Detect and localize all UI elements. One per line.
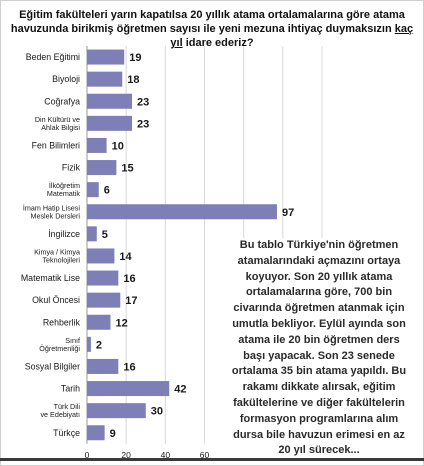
bar-value-label: 97 xyxy=(282,207,294,219)
category-label: Kimya / Kimya Teknolojileri xyxy=(34,247,80,264)
category-label: Rehberlik xyxy=(43,317,81,327)
bar xyxy=(87,204,277,220)
bar-value-label: 18 xyxy=(127,74,139,86)
title-text-part2: idare ederiz? xyxy=(182,37,254,49)
x-tick-label: 40 xyxy=(161,450,171,460)
bar xyxy=(87,425,105,441)
bar-value-label: 14 xyxy=(119,251,132,263)
category-label: Coğrafya xyxy=(44,96,80,106)
bar xyxy=(87,381,170,397)
bar-value-label: 16 xyxy=(123,361,135,373)
bar-value-label: 42 xyxy=(174,384,186,396)
title-emphasis: kaç yıl xyxy=(170,23,414,49)
category-label: Sosyal Bilgiler xyxy=(25,361,80,371)
bar-value-label: 19 xyxy=(129,52,141,64)
bar xyxy=(87,182,99,198)
category-label: İmam Hatip Lisesi Meslek Dersleri xyxy=(23,203,81,220)
bar xyxy=(87,71,123,87)
bar xyxy=(87,137,107,153)
title-text-part1: Eğitim fakülteleri yarın kapatılsa 20 yı… xyxy=(10,9,405,35)
x-tick-label: 60 xyxy=(200,450,210,460)
bar-value-label: 12 xyxy=(116,317,128,329)
bar-value-label: 10 xyxy=(112,140,124,152)
category-label: Fen Bilimleri xyxy=(32,140,80,150)
bar xyxy=(87,358,119,374)
bar xyxy=(87,314,111,330)
chart-title: Eğitim fakülteleri yarın kapatılsa 20 yı… xyxy=(6,8,418,50)
bar xyxy=(87,93,133,109)
bar-value-label: 9 xyxy=(110,428,116,440)
bar-value-label: 16 xyxy=(123,273,135,285)
category-label: Tarih xyxy=(61,384,80,394)
bar-value-label: 5 xyxy=(102,229,108,241)
x-tick-label: 20 xyxy=(121,450,131,460)
bar xyxy=(87,336,91,352)
bar xyxy=(87,292,121,308)
bar xyxy=(87,115,133,131)
category-label: İngilizce xyxy=(48,229,80,239)
bar-value-label: 30 xyxy=(151,406,163,418)
category-label: Biyoloji xyxy=(52,74,80,84)
category-label: Matematik Lise xyxy=(21,273,80,283)
bar-value-label: 2 xyxy=(96,339,102,351)
category-label: Sınıf Öğretmenliği xyxy=(39,336,80,353)
bar-value-label: 23 xyxy=(137,96,149,108)
bar-value-label: 15 xyxy=(121,163,133,175)
bar-value-label: 6 xyxy=(104,185,110,197)
category-label: Okul Öncesi xyxy=(32,295,80,305)
category-label: Fizik xyxy=(62,163,81,173)
x-tick-label: 0 xyxy=(85,450,90,460)
bar xyxy=(87,226,97,242)
bar xyxy=(87,160,117,176)
category-label: Türk Dili ve Edebiyatı xyxy=(40,402,80,419)
category-label: Din Kültürü ve Ahlak Bilgisi xyxy=(35,115,81,132)
bar xyxy=(87,248,115,264)
category-label: İlköğretim Matematik xyxy=(47,181,81,198)
bar-value-label: 17 xyxy=(125,295,137,307)
bottom-rule xyxy=(0,458,424,461)
bar-value-label: 23 xyxy=(137,118,149,130)
annotation-text: Bu tablo Türkiye'nin öğretmen atamaların… xyxy=(229,238,409,460)
bar xyxy=(87,403,146,419)
bar xyxy=(87,270,119,286)
category-label: Beden Eğitimi xyxy=(26,52,80,62)
category-label: Türkçe xyxy=(53,428,80,438)
bar xyxy=(87,49,125,65)
